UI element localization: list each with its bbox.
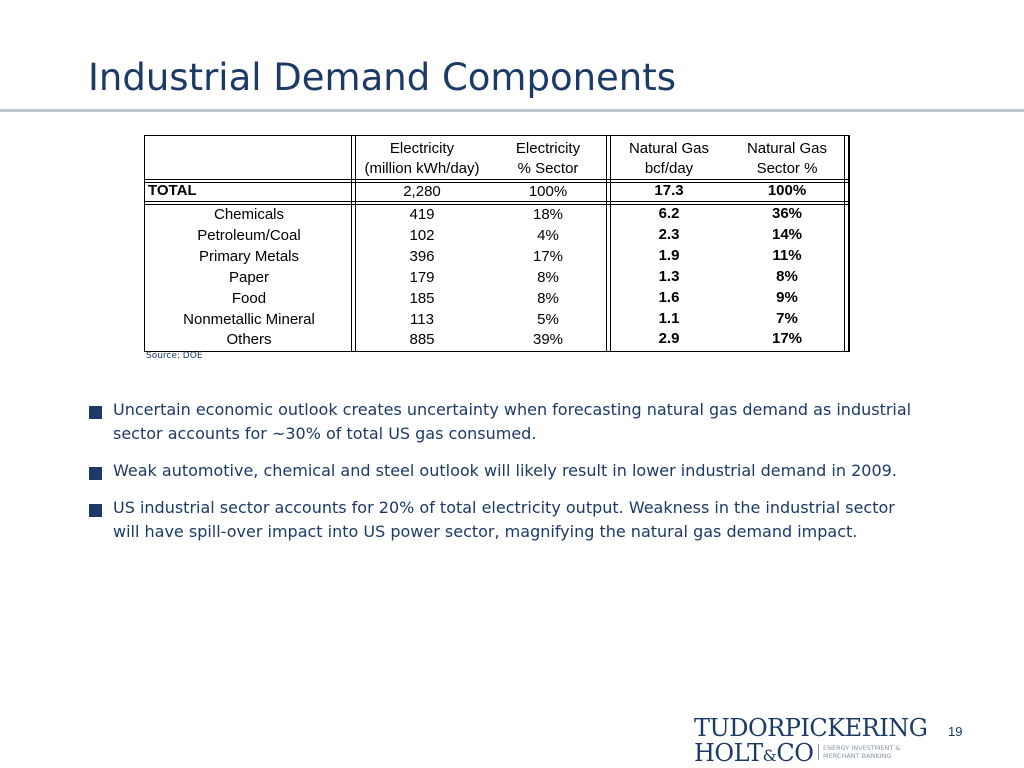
row-label: Food xyxy=(231,290,267,307)
bullet-list: Uncertain economic outlook creates uncer… xyxy=(88,398,918,557)
logo-line1: TUDORPICKERING xyxy=(694,714,928,742)
logo-word-tudor: TUDOR xyxy=(694,714,785,742)
bullet-item: US industrial sector accounts for 20% of… xyxy=(88,496,918,544)
header-electricity-pct: Electricity % Sector xyxy=(490,139,606,179)
bullet-item: Uncertain economic outlook creates uncer… xyxy=(88,398,918,446)
row-gas-bcf: 1.3 xyxy=(658,268,680,285)
title-divider xyxy=(0,109,1024,112)
row-gas-bcf: 1.9 xyxy=(658,247,680,264)
row-label: Petroleum/Coal xyxy=(197,227,301,244)
row-gas-pct: 9% xyxy=(776,289,798,306)
header-line2: (million kWh/day) xyxy=(364,160,480,177)
row-electricity-kwh: 113 xyxy=(410,311,434,328)
logo-word-pickering: PICKERING xyxy=(784,714,928,742)
row-gas-bcf: 6.2 xyxy=(658,205,680,222)
row-gas-pct: 14% xyxy=(771,226,803,243)
table-divider-label xyxy=(351,135,356,351)
header-gas-pct: Natural Gas Sector % xyxy=(728,139,846,179)
bullet-text: Weak automotive, chemical and steel outl… xyxy=(113,461,897,480)
square-bullet-icon xyxy=(89,504,102,517)
row-label: Nonmetallic Mineral xyxy=(183,311,315,328)
logo-tagline-line1: ENERGY INVESTMENT & xyxy=(823,744,901,752)
total-label: TOTAL xyxy=(148,182,197,199)
row-gas-bcf: 2.3 xyxy=(658,226,680,243)
header-line2: bcf/day xyxy=(644,160,694,177)
header-line1: Electricity xyxy=(515,140,581,157)
table-divider-total xyxy=(144,201,850,205)
page-title: Industrial Demand Components xyxy=(88,56,677,99)
logo-tagline-line2: MERCHANT BANKING xyxy=(823,752,892,760)
table-frame xyxy=(144,135,850,352)
page-number: 19 xyxy=(948,724,963,739)
row-electricity-pct: 39% xyxy=(532,331,564,348)
table-divider-right xyxy=(844,135,849,351)
row-gas-bcf: 1.6 xyxy=(658,289,680,306)
row-gas-pct: 8% xyxy=(776,268,798,285)
row-label: Paper xyxy=(228,269,270,286)
square-bullet-icon xyxy=(89,467,102,480)
header-line2: Sector % xyxy=(756,160,818,177)
row-gas-pct: 7% xyxy=(776,310,798,327)
bullet-item: Weak automotive, chemical and steel outl… xyxy=(88,459,918,483)
row-electricity-kwh: 185 xyxy=(409,290,435,307)
row-electricity-kwh: 102 xyxy=(409,227,435,244)
row-electricity-kwh: 885 xyxy=(409,331,435,348)
row-electricity-pct: 8% xyxy=(537,290,559,307)
total-electricity-kwh: 2,280 xyxy=(403,183,441,200)
row-gas-pct: 11% xyxy=(772,247,802,264)
logo-line2: HOLT&CO xyxy=(694,739,814,767)
row-gas-pct: 36% xyxy=(771,205,803,222)
header-electricity-kwh: Electricity (million kWh/day) xyxy=(354,139,490,179)
row-electricity-pct: 4% xyxy=(537,227,559,244)
table-divider-header xyxy=(144,179,850,183)
bullet-text: US industrial sector accounts for 20% of… xyxy=(113,498,895,541)
row-electricity-pct: 5% xyxy=(537,311,559,328)
logo-tagline: ENERGY INVESTMENT & MERCHANT BANKING xyxy=(818,744,900,760)
header-line1: Natural Gas xyxy=(746,140,828,157)
header-line1: Electricity xyxy=(389,140,455,157)
bullet-text: Uncertain economic outlook creates uncer… xyxy=(113,400,912,443)
row-gas-bcf: 1.1 xyxy=(658,310,680,327)
row-electricity-pct: 17% xyxy=(532,248,564,265)
header-gas-bcf: Natural Gas bcf/day xyxy=(610,139,728,179)
row-electricity-kwh: 419 xyxy=(409,206,435,223)
logo-ampersand: & xyxy=(762,746,777,765)
total-gas-bcf: 17.3 xyxy=(654,182,684,199)
row-electricity-pct: 8% xyxy=(537,269,559,286)
header-line1: Natural Gas xyxy=(628,140,710,157)
total-electricity-pct: 100% xyxy=(528,183,568,200)
total-gas-pct: 100% xyxy=(767,182,807,199)
square-bullet-icon xyxy=(89,406,102,419)
header-line2: % Sector xyxy=(517,160,579,177)
source-note: Source: DOE xyxy=(146,351,203,361)
row-label: Others xyxy=(226,331,272,348)
row-gas-bcf: 2.9 xyxy=(658,330,680,347)
row-electricity-pct: 18% xyxy=(532,206,564,223)
row-electricity-kwh: 396 xyxy=(409,248,435,265)
row-gas-pct: 17% xyxy=(771,330,803,347)
demand-table: Electricity (million kWh/day) Electricit… xyxy=(144,135,850,352)
logo-word-co: CO xyxy=(776,739,814,767)
logo-word-holt: HOLT xyxy=(694,739,763,767)
table-divider-middle xyxy=(606,135,611,351)
row-label: Primary Metals xyxy=(198,248,299,265)
company-logo: TUDORPICKERING HOLT&CO ENERGY INVESTMENT… xyxy=(694,714,928,767)
row-electricity-kwh: 179 xyxy=(409,269,435,286)
row-label: Chemicals xyxy=(213,206,285,223)
